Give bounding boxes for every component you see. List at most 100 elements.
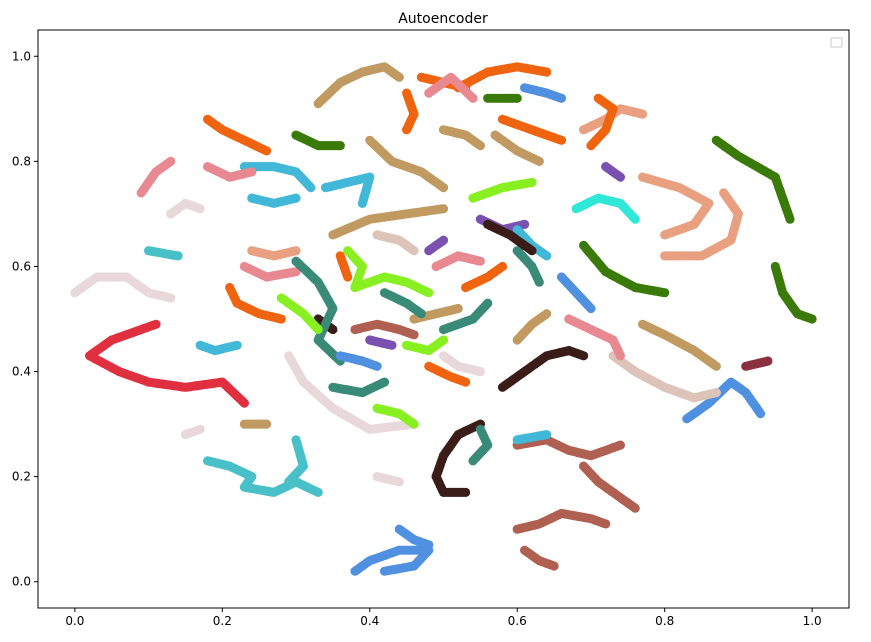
data-point <box>409 419 419 429</box>
data-point <box>438 204 449 214</box>
series-35 <box>438 125 485 151</box>
data-point <box>239 398 249 408</box>
y-axis: 0.0 0.2 0.4 0.6 0.8 1.0 <box>12 49 38 589</box>
series-2 <box>284 351 419 434</box>
series-45 <box>497 114 567 145</box>
data-point <box>357 198 367 208</box>
series-16 <box>512 508 611 534</box>
data-point <box>335 141 345 151</box>
series-15 <box>579 461 640 513</box>
data-point <box>630 214 640 224</box>
data-point <box>438 235 449 245</box>
data-point <box>409 246 419 256</box>
series-29 <box>638 172 714 240</box>
series-53 <box>203 162 257 182</box>
data-point <box>534 156 544 166</box>
series-68 <box>365 335 397 350</box>
series-65 <box>571 193 640 224</box>
x-axis: 0.0 0.2 0.4 0.6 0.8 1.0 <box>65 608 822 628</box>
data-point <box>586 303 596 314</box>
series-84 <box>512 309 552 345</box>
data-point <box>262 419 272 429</box>
series-5 <box>166 198 205 219</box>
data-point <box>763 356 773 366</box>
data-point <box>497 261 508 272</box>
y-tick-label: 1.0 <box>12 49 31 63</box>
data-point <box>394 72 404 82</box>
data-point <box>615 440 626 450</box>
series-50 <box>136 156 176 198</box>
series-44 <box>586 93 618 151</box>
series-1 <box>70 272 176 303</box>
series-75 <box>350 319 419 340</box>
data-point <box>615 351 626 361</box>
data-point <box>424 540 434 550</box>
series-78 <box>402 335 449 356</box>
data-point <box>579 351 589 361</box>
series-0 <box>85 319 249 408</box>
data-point <box>291 193 301 203</box>
data-point <box>438 335 449 345</box>
series-32 <box>247 246 301 261</box>
series-38 <box>490 130 544 166</box>
series-61 <box>468 177 537 203</box>
series-62 <box>372 403 419 429</box>
x-tick-label: 0.8 <box>655 614 674 628</box>
data-point <box>660 288 670 298</box>
series-71 <box>520 83 567 103</box>
data-point <box>372 361 382 371</box>
plot-frame <box>37 29 850 609</box>
data-point <box>379 377 390 387</box>
data-point <box>461 487 471 497</box>
data-point <box>755 409 766 419</box>
data-point <box>556 135 567 145</box>
series-82 <box>483 219 537 256</box>
data-point <box>534 277 544 287</box>
series-41 <box>372 230 419 256</box>
series-10 <box>682 377 766 424</box>
series-3 <box>180 424 205 440</box>
y-tick-label: 0.6 <box>12 259 31 273</box>
data-point <box>166 156 176 166</box>
data-point <box>262 146 272 156</box>
x-tick-label: 0.2 <box>213 614 232 628</box>
data-point <box>173 251 183 261</box>
data-point <box>402 125 412 135</box>
legend-box <box>830 37 843 48</box>
data-point <box>453 303 463 314</box>
series-70 <box>438 351 485 377</box>
data-point <box>350 282 360 293</box>
data-point <box>387 340 397 350</box>
data-point <box>711 388 721 398</box>
series-8 <box>350 545 434 576</box>
series-21 <box>239 162 316 193</box>
data-point <box>306 183 316 193</box>
series-22 <box>320 172 375 208</box>
data-point <box>542 430 552 440</box>
x-tick-label: 0.0 <box>65 614 84 628</box>
series-56 <box>328 377 390 398</box>
data-point <box>601 519 611 529</box>
data-point <box>556 93 567 103</box>
series-42 <box>453 62 552 93</box>
series-73 <box>335 351 382 371</box>
data-point <box>247 167 257 177</box>
data-point <box>394 477 404 487</box>
data-point <box>542 67 552 77</box>
series-69 <box>741 356 773 371</box>
data-point <box>527 246 537 256</box>
data-point <box>313 487 323 497</box>
data-point <box>424 88 434 98</box>
data-point <box>586 141 596 151</box>
y-tick-label: 0.0 <box>12 575 31 589</box>
data-point <box>379 566 390 576</box>
series-58 <box>438 298 493 335</box>
data-point <box>660 251 670 261</box>
data-point <box>615 172 626 182</box>
series-33 <box>313 62 404 109</box>
series-7 <box>284 435 308 487</box>
series-19 <box>144 246 183 261</box>
chart-title: Autoencoder <box>398 11 488 27</box>
y-tick-label: 0.4 <box>12 365 31 379</box>
